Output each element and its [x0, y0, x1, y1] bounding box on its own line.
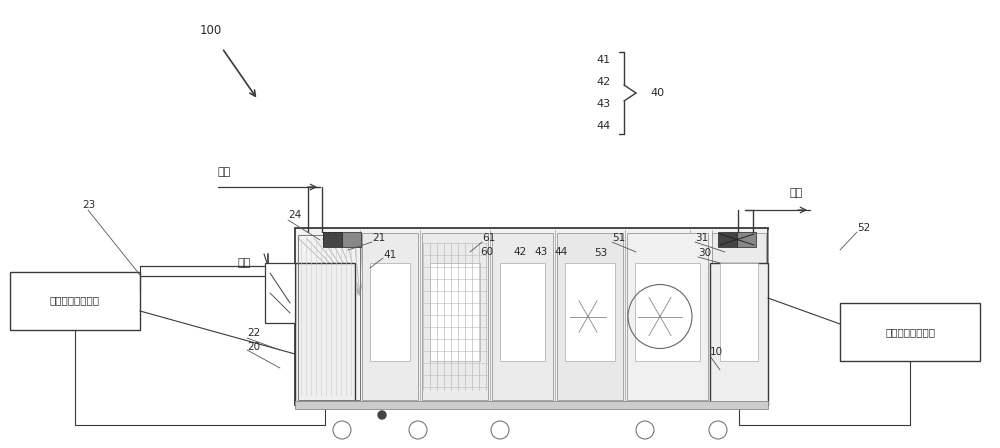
Bar	[492, 233, 553, 400]
Text: 61: 61	[482, 233, 495, 243]
Bar	[323, 232, 342, 247]
Text: 60: 60	[480, 247, 493, 257]
Text: 20: 20	[247, 342, 260, 352]
Text: 44: 44	[554, 247, 567, 257]
Text: 53: 53	[594, 248, 607, 258]
Text: 22: 22	[247, 328, 260, 338]
Text: 41: 41	[383, 250, 396, 260]
Text: 回风: 回风	[218, 167, 231, 177]
Text: 41: 41	[596, 55, 610, 65]
Bar	[295, 263, 355, 405]
Bar	[333, 232, 337, 247]
Text: 送风: 送风	[790, 188, 803, 198]
Text: 24: 24	[288, 210, 301, 220]
Text: 43: 43	[534, 247, 547, 257]
Bar	[323, 232, 327, 247]
Bar	[500, 263, 545, 361]
Text: 100: 100	[200, 23, 222, 36]
Bar	[298, 235, 360, 400]
Bar	[710, 263, 768, 405]
Bar	[557, 233, 623, 400]
Bar	[295, 401, 768, 409]
Bar	[720, 263, 758, 361]
Text: 52: 52	[857, 223, 870, 233]
Text: 43: 43	[596, 99, 610, 109]
Bar	[422, 233, 488, 400]
Bar	[712, 233, 766, 400]
Text: 42: 42	[596, 77, 610, 87]
Bar	[10, 272, 140, 330]
Bar	[635, 263, 700, 361]
Bar	[737, 232, 756, 247]
Text: 新风: 新风	[237, 258, 250, 268]
Bar	[265, 263, 295, 323]
Bar	[627, 233, 708, 400]
Bar	[430, 263, 480, 361]
Bar	[338, 232, 342, 247]
Text: 42: 42	[513, 247, 526, 257]
Bar	[328, 232, 332, 247]
Bar	[342, 232, 361, 247]
Text: 送风风量控制模块: 送风风量控制模块	[885, 327, 935, 337]
Bar	[565, 263, 615, 361]
Text: 23: 23	[82, 200, 95, 210]
Text: 21: 21	[372, 233, 385, 243]
Text: 31: 31	[695, 233, 708, 243]
Bar	[370, 263, 410, 361]
Text: 新风风量控制模块: 新风风量控制模块	[50, 295, 100, 305]
Bar	[362, 233, 418, 400]
Circle shape	[378, 411, 386, 419]
Text: 10: 10	[710, 347, 723, 357]
Bar	[295, 228, 768, 405]
Text: 40: 40	[650, 88, 664, 98]
Bar	[840, 303, 980, 361]
Bar	[718, 232, 737, 247]
Text: 44: 44	[596, 121, 610, 131]
Text: 51: 51	[612, 233, 625, 243]
Text: 30: 30	[698, 248, 711, 258]
